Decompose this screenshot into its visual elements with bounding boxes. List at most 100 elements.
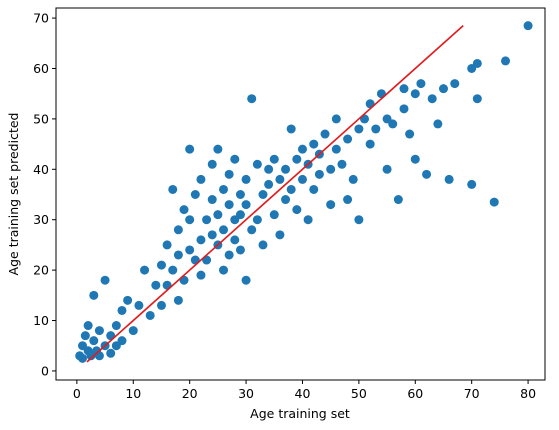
point [235, 210, 245, 220]
point [202, 215, 212, 225]
point [264, 164, 274, 174]
point [371, 124, 381, 134]
point [399, 104, 409, 114]
x-tick-label: 10 [125, 386, 141, 401]
point [348, 174, 358, 184]
point [281, 164, 291, 174]
point [219, 184, 229, 194]
point [292, 154, 302, 164]
point [252, 215, 262, 225]
x-tick-label: 50 [351, 386, 367, 401]
point [94, 326, 104, 336]
point [190, 190, 200, 200]
point [196, 174, 206, 184]
point [450, 79, 460, 89]
point [89, 290, 99, 300]
point [173, 250, 183, 260]
point [173, 295, 183, 305]
x-tick-label: 0 [73, 386, 81, 401]
point [297, 174, 307, 184]
x-tick-label: 40 [295, 386, 311, 401]
point [427, 94, 437, 104]
point [354, 124, 364, 134]
y-tick-label: 20 [33, 263, 49, 278]
point [80, 331, 90, 341]
point [83, 321, 93, 331]
point [230, 235, 240, 245]
point [219, 225, 229, 235]
point [286, 124, 296, 134]
y-tick-label: 70 [33, 11, 49, 26]
point [405, 129, 415, 139]
point [235, 190, 245, 200]
point [185, 144, 195, 154]
point [151, 280, 161, 290]
point [168, 184, 178, 194]
point [213, 144, 223, 154]
y-tick-label: 40 [33, 162, 49, 177]
point [156, 300, 166, 310]
x-axis-label: Age training set [250, 406, 350, 421]
point [354, 215, 364, 225]
point [179, 205, 189, 215]
point [314, 169, 324, 179]
point [140, 265, 150, 275]
y-axis-label: Age training set predicted [6, 113, 21, 276]
point [156, 260, 166, 270]
y-tick-label: 60 [33, 61, 49, 76]
fit-line [86, 25, 464, 363]
point [410, 89, 420, 99]
point [501, 56, 511, 66]
point [235, 245, 245, 255]
point [331, 144, 341, 154]
point [422, 169, 432, 179]
point [117, 305, 127, 315]
point [134, 300, 144, 310]
point [286, 184, 296, 194]
point [106, 348, 116, 358]
point [303, 215, 313, 225]
point [292, 205, 302, 215]
x-tick-label: 80 [520, 386, 536, 401]
point [207, 195, 217, 205]
point [241, 275, 251, 285]
point [162, 240, 172, 250]
point [309, 184, 319, 194]
point [320, 129, 330, 139]
y-tick-label: 30 [33, 212, 49, 227]
point [472, 94, 482, 104]
point [388, 119, 398, 129]
point [258, 190, 268, 200]
point [467, 179, 477, 189]
point [111, 321, 121, 331]
point [196, 235, 206, 245]
point [297, 144, 307, 154]
point [523, 21, 533, 31]
point [410, 154, 420, 164]
point [196, 270, 206, 280]
point [207, 159, 217, 169]
point [185, 245, 195, 255]
point [117, 336, 127, 346]
y-tick-label: 0 [41, 363, 49, 378]
point [219, 265, 229, 275]
point [258, 240, 268, 250]
point [281, 195, 291, 205]
x-tick-label: 60 [407, 386, 423, 401]
point [337, 159, 347, 169]
point [145, 310, 155, 320]
point [444, 174, 454, 184]
point [247, 94, 257, 104]
x-tick-label: 30 [238, 386, 254, 401]
point [78, 353, 88, 363]
point [247, 225, 257, 235]
x-tick-label: 70 [464, 386, 480, 401]
point [173, 225, 183, 235]
point [269, 210, 279, 220]
point [213, 210, 223, 220]
point [309, 139, 319, 149]
point [275, 174, 285, 184]
point [393, 195, 403, 205]
point [326, 164, 336, 174]
